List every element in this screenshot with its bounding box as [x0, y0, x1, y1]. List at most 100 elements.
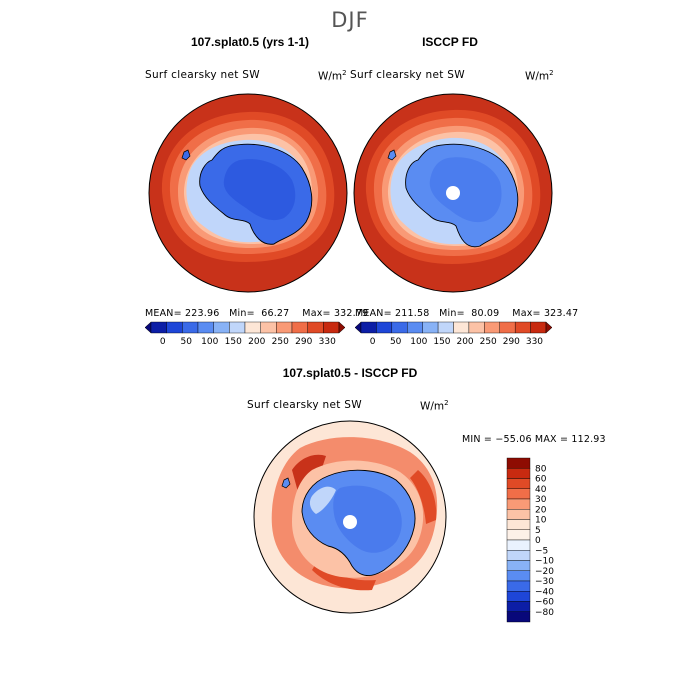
panel-2-colorbar-swatch	[530, 321, 547, 334]
panel-3-units: W/m2	[420, 399, 449, 413]
panel-3-map	[253, 420, 447, 614]
panel-1-continent	[199, 143, 313, 245]
panel-2-colorbar-tick-label: 50	[390, 337, 402, 347]
panel-1-colorbar-swatch	[197, 321, 214, 334]
panel-1-max: 332.79	[333, 308, 369, 319]
panel-3-colorbar-level-label: −30	[535, 577, 554, 587]
panel-3-colorbar-level-label: −10	[535, 557, 554, 567]
panel-3-colorbar-swatch	[506, 550, 531, 561]
panel-1-colorbar-swatch	[244, 321, 261, 334]
panel-2-stats: MEAN= 211.58 Min= 80.09 Max= 323.47	[355, 308, 579, 319]
panel-1-stats: MEAN= 223.96 Min= 66.27 Max= 332.79	[145, 308, 369, 319]
panel-3-colorbar-level-label: 5	[535, 526, 541, 536]
panel-1-coast-tip	[181, 149, 191, 161]
panel-2-max: 323.47	[543, 308, 579, 319]
panel-3-colorbar-swatch	[506, 570, 531, 582]
panel-2-colorbar-swatch	[437, 321, 454, 334]
panel-3-colorbar-level-label: −80	[535, 608, 554, 618]
panel-2-colorbar-swatch	[360, 321, 377, 334]
panel-3-colorbar-swatch	[506, 488, 531, 500]
panel-2-continent	[405, 143, 519, 248]
panel-3-colorbar-level-label: −60	[535, 598, 554, 608]
panel-1-colorbar-swatch	[166, 321, 183, 334]
panel-3-colorbar-swatch	[506, 611, 531, 623]
panel-1-colorbar-swatch	[260, 321, 277, 334]
panel-3-seaice-margin-bottom	[312, 560, 376, 591]
panel-2-colorbar-swatch	[422, 321, 439, 334]
panel-2-colorbar-swatch	[391, 321, 408, 334]
panel-2-colorbar-swatch	[514, 321, 531, 334]
panel-2-colorbar-tick-label: 0	[370, 337, 376, 347]
panel-1-colorbar-tick-label: 0	[160, 337, 166, 347]
panel-3-colorbar-level-label: 30	[535, 495, 547, 505]
panel-3-colorbar-swatch	[506, 560, 531, 571]
panel-3-colorbar-swatch	[506, 457, 531, 469]
panel-1-colorbar-swatch	[150, 321, 167, 334]
panel-3-colorbar-swatch	[506, 601, 531, 612]
panel-1-colorbar-swatch	[182, 321, 199, 334]
panel-3-stats: MIN = −55.06 MAX = 112.93	[462, 434, 606, 445]
panel-1-colorbar-tick-label: 250	[272, 337, 289, 347]
figure-season-title: DJF	[331, 8, 369, 32]
panel-2-colorbar-swatch	[453, 321, 470, 334]
panel-2-colorbar-tick-label: 250	[480, 337, 497, 347]
panel-2-colorbar-tick-label: 150	[433, 337, 450, 347]
panel-2-map	[353, 93, 553, 293]
panel-3-seaice-margin-right	[410, 470, 437, 524]
panel-2-colorbar-tick-label: 330	[526, 337, 543, 347]
panel-1-units: W/m2	[318, 69, 347, 83]
panel-3-colorbar-swatch	[506, 498, 531, 510]
panel-2-colorbar-swatch	[376, 321, 393, 334]
panel-3-colorbar-swatch	[506, 539, 531, 551]
panel-1-colorbar-swatch	[213, 321, 230, 334]
panel-3-colorbar-swatch	[506, 519, 531, 530]
panel-1-min: 66.27	[261, 308, 290, 319]
panel-1-colorbar-swatch	[307, 321, 324, 334]
panel-1-colorbar-tick-label: 150	[225, 337, 242, 347]
panel-3-colorbar-level-label: 60	[535, 475, 547, 485]
panel-2-units: W/m2	[525, 69, 554, 83]
panel-1-mean: 223.96	[185, 308, 220, 319]
panel-2-colorbar-tick-label: 200	[456, 337, 473, 347]
panel-3-title: 107.splat0.5 - ISCCP FD	[282, 366, 418, 380]
panel-3-colorbar-swatch	[506, 509, 531, 520]
panel-2-title: ISCCP FD	[422, 35, 478, 49]
panel-1-title: 107.splat0.5 (yrs 1-1)	[190, 35, 310, 49]
panel-3-colorbar-swatch	[506, 468, 531, 479]
panel-1-map	[148, 93, 348, 293]
panel-3-colorbar-swatch	[506, 591, 531, 602]
panel-3-colorbar-level-label: −5	[535, 546, 548, 556]
panel-2-colorbar-tick-label: 290	[503, 337, 520, 347]
panel-1-colorbar-extend-high	[338, 321, 346, 334]
panel-2-min: 80.09	[471, 308, 500, 319]
panel-3-continent-core	[333, 485, 402, 553]
panel-3-coast-tip	[281, 477, 291, 489]
panel-2-mean: 211.58	[395, 308, 430, 319]
panel-2-colorbar-swatch	[407, 321, 423, 334]
panel-3-interior-light	[309, 486, 336, 514]
panel-2-colorbar: 0 50 100 150 200 250 290 330	[354, 321, 553, 347]
panel-2-colorbar-extend-high	[545, 321, 553, 334]
panel-1-colorbar-tick-label: 200	[248, 337, 265, 347]
panel-3-colorbar-swatch	[506, 580, 531, 592]
panel-1-colorbar-tick-label: 100	[201, 337, 218, 347]
panel-1-colorbar-swatch	[323, 321, 340, 334]
panel-3-colorbar-level-label: 40	[535, 485, 547, 495]
panel-2-colorbar-swatch	[499, 321, 516, 334]
panel-2-plateau	[429, 157, 502, 223]
panel-1-colorbar-swatch	[276, 321, 293, 334]
panel-2-variable: Surf clearsky net SW	[350, 69, 465, 81]
panel-3-colorbar-level-label: 20	[535, 505, 547, 515]
panel-1-colorbar-tick-label: 290	[295, 337, 312, 347]
panel-3-min: −55.06	[495, 434, 532, 445]
panel-2-colorbar-extend-low	[354, 321, 362, 334]
panel-3-pole-hole	[343, 515, 357, 529]
panel-3-colorbar-level-label: −40	[535, 587, 554, 597]
panel-1-colorbar-tick-label: 330	[319, 337, 336, 347]
panel-2-colorbar-swatch	[468, 321, 485, 334]
panel-3-colorbar-level-label: 10	[535, 516, 547, 526]
panel-2-coast-tip	[387, 149, 397, 161]
panel-3-variable: Surf clearsky net SW	[247, 399, 362, 411]
